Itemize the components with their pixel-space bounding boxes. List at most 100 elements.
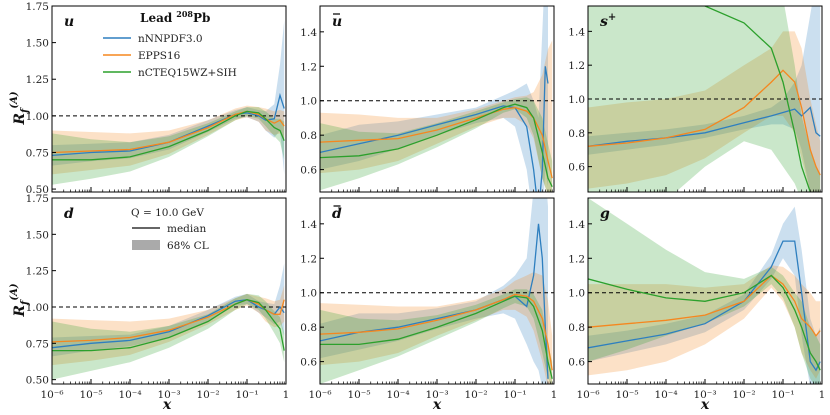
panel-label: d [64, 206, 74, 222]
panel-1: 0.6 0.8 1.0 1.2 1.4 u [300, 5, 555, 193]
xtick-label: 1 [819, 389, 826, 401]
band-ncteq15wz-sih [320, 289, 553, 384]
legend-style: Q = 10.0 GeV median 68% CL [131, 207, 209, 252]
panel-5: 0.6 0.8 1.0 1.2 1.4 10⁻⁶ 10⁻⁵ 10⁻⁴ 10⁻³ 10⁻² 10⁻¹ 1… [568, 197, 826, 401]
median-epps16 [588, 69, 821, 176]
xtick-label: 10⁻⁶ [576, 389, 599, 401]
band-epps16 [320, 40, 553, 192]
xtick-label: 10⁻⁶ [40, 389, 63, 401]
ytick-label: 1.50 [26, 229, 49, 241]
ytick-label: 1.25 [26, 74, 49, 86]
ytick-label: 1.0 [568, 288, 585, 300]
ytick-label: 1.4 [568, 219, 585, 231]
ytick-label: 0.75 [26, 338, 49, 350]
panel-0: 0.50 0.75 1.00 1.25 1.50 1.75 u [26, 1, 287, 196]
panel-label: u [64, 14, 74, 30]
xtick-label: 1 [551, 389, 558, 401]
ytick-label: 0.50 [26, 375, 49, 387]
xtick-label: 10⁻¹ [235, 389, 258, 401]
ytick-label: 1.2 [568, 60, 585, 72]
ylabel-top: Rf(A) [9, 91, 31, 125]
ytick-label: 0.6 [300, 165, 317, 177]
legend-entry: nCTEQ15WZ+SIH [138, 67, 237, 79]
legend-band-label: 68% CL [167, 240, 209, 252]
ytick-label: 1.0 [568, 94, 585, 106]
xtick-label: 10⁻⁶ [308, 389, 331, 401]
ytick-label: 1.2 [300, 253, 317, 265]
xtick-label: 10⁻⁴ [386, 389, 409, 401]
median-ncteq15wz-sih [320, 103, 553, 188]
median-epps16 [588, 274, 821, 337]
band-ncteq15wz-sih [52, 293, 285, 380]
panel-label: d [332, 206, 342, 222]
median-epps16 [320, 106, 553, 179]
band-nnnpdf3-0 [320, 6, 548, 192]
ytick-label: 0.8 [300, 322, 317, 334]
panel-4: 0.6 0.8 1.0 1.2 1.4 10⁻⁶ 10⁻⁵ 10⁻⁴ 10⁻³ 10⁻² 10⁻¹ 1… [300, 197, 558, 401]
ytick-label: 0.8 [300, 130, 317, 142]
legend-median-label: median [167, 223, 207, 235]
ytick-label: 1.0 [300, 96, 317, 108]
xtick-label: 10⁻⁵ [79, 389, 102, 401]
ytick-label: 0.6 [568, 357, 585, 369]
median-nnnpdf3-0 [52, 299, 285, 349]
panels: 0.50 0.75 1.00 1.25 1.50 1.75 u 0.6 0.8 1.0 1.2 1.4… [26, 1, 826, 401]
xtick-label: 10⁻¹ [771, 389, 794, 401]
xtick-label: 10⁻³ [157, 389, 180, 401]
xtick-label: 10⁻⁴ [118, 389, 141, 401]
panel-label: g [600, 206, 610, 222]
median-ncteq15wz-sih [52, 110, 285, 161]
legend-band-swatch [132, 240, 160, 250]
ytick-label: 1.2 [300, 61, 317, 73]
xtick-label: 1 [283, 389, 290, 401]
ytick-label: 1.0 [300, 288, 317, 300]
xtick-label: 10⁻⁵ [615, 389, 638, 401]
median-epps16 [320, 293, 553, 371]
xtick-label: 10⁻² [464, 389, 487, 401]
ytick-label: 1.4 [300, 219, 317, 231]
band-nnnpdf3-0 [320, 198, 548, 384]
legend-entry: EPPS16 [138, 50, 181, 62]
ytick-label: 0.6 [300, 357, 317, 369]
median-ncteq15wz-sih [52, 299, 285, 352]
ytick-label: 0.6 [568, 162, 585, 174]
band-nnnpdf3-0 [588, 206, 821, 384]
band-ncteq15wz-sih [588, 6, 821, 192]
band-epps16 [52, 105, 285, 175]
band-nnnpdf3-0 [52, 20, 285, 175]
xtick-label: 10⁻⁴ [654, 389, 677, 401]
xtick-label: 10⁻⁵ [347, 389, 370, 401]
xtick-label: 10⁻¹ [503, 389, 526, 401]
xtick-label: 10⁻³ [693, 389, 716, 401]
band-nnnpdf3-0 [588, 6, 821, 192]
xtick-label: 10⁻² [196, 389, 219, 401]
band-epps16 [588, 31, 821, 192]
panel-label: u [332, 14, 342, 30]
ytick-label: 1.75 [26, 193, 49, 205]
ytick-label: 1.2 [568, 253, 585, 265]
ytick-label: 1.75 [26, 1, 49, 13]
legend-title: Lead 208Pb [140, 9, 210, 25]
band-ncteq15wz-sih [320, 97, 553, 192]
ytick-label: 0.8 [568, 322, 585, 334]
ytick-label: 1.00 [26, 302, 49, 314]
band-ncteq15wz-sih [52, 107, 285, 185]
median-epps16 [52, 110, 285, 154]
xlabel-col3: x [700, 397, 710, 413]
xtick-label: 10⁻² [732, 389, 755, 401]
ytick-label: 1.50 [26, 38, 49, 50]
ytick-label: 1.4 [300, 27, 317, 39]
xlabel-col1: x [162, 397, 172, 413]
band-nnnpdf3-0 [52, 263, 285, 357]
legend-entry: nNNPDF3.0 [138, 33, 203, 45]
panel-2: 0.60.81.01.21.4s+ [568, 5, 823, 193]
ylabel-bottom: Rf(A) [9, 283, 31, 317]
ytick-label: 0.50 [26, 184, 49, 196]
ytick-label: 1.4 [568, 26, 585, 38]
median-ncteq15wz-sih [588, 274, 821, 371]
panel-3: 0.50 0.75 1.00 1.25 1.50 1.75 10⁻⁶ 10⁻⁵ 10⁻⁴ 10⁻³… [26, 193, 290, 401]
median-nnnpdf3-0 [588, 240, 821, 372]
median-ncteq15wz-sih [702, 6, 812, 192]
band-epps16 [52, 285, 285, 366]
